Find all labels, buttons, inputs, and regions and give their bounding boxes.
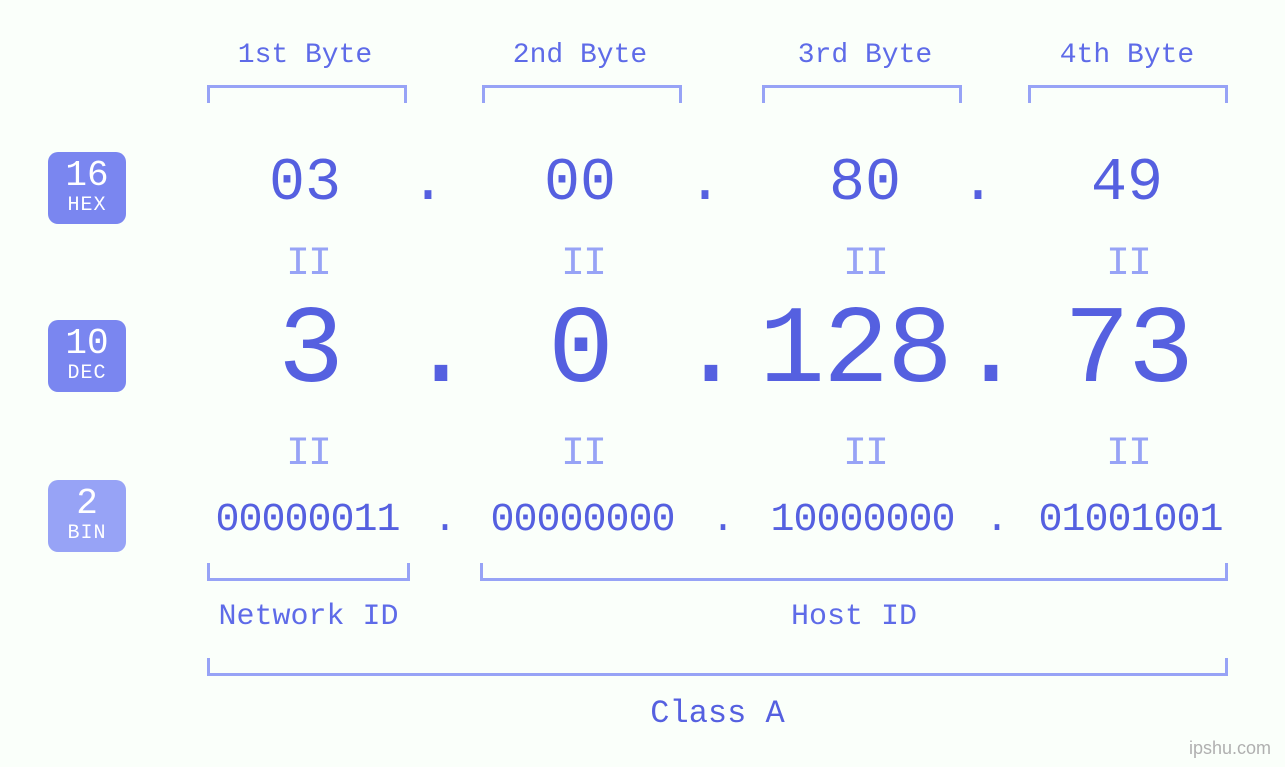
equals-hex-dec-2: II <box>558 242 608 287</box>
bin-base-number: 2 <box>48 486 126 522</box>
class-label: Class A <box>207 695 1228 732</box>
dec-byte-2: 0 <box>480 290 680 415</box>
dec-byte-3: 128 <box>740 290 970 415</box>
equals-dec-bin-2: II <box>558 432 608 477</box>
network-id-bracket <box>207 563 410 581</box>
dec-base-number: 10 <box>48 326 126 362</box>
equals-hex-dec-1: II <box>283 242 333 287</box>
hex-byte-4: 49 <box>1052 150 1202 218</box>
bin-byte-3: 10000000 <box>750 498 975 543</box>
hex-base-badge: 16 HEX <box>48 152 126 224</box>
hex-dot-3: . <box>958 150 998 218</box>
bin-byte-1: 00000011 <box>195 498 420 543</box>
top-bracket-1 <box>207 85 407 103</box>
hex-base-number: 16 <box>48 158 126 194</box>
hex-dot-2: . <box>685 150 725 218</box>
dec-base-label: DEC <box>48 364 126 384</box>
bin-dot-1: . <box>430 498 460 543</box>
byte-header-1: 1st Byte <box>210 40 400 71</box>
hex-byte-2: 00 <box>505 150 655 218</box>
bin-byte-2: 00000000 <box>470 498 695 543</box>
dec-dot-1: . <box>408 290 458 415</box>
top-bracket-3 <box>762 85 962 103</box>
bin-byte-4: 01001001 <box>1018 498 1243 543</box>
dec-dot-3: . <box>958 290 1008 415</box>
dec-byte-4: 73 <box>1028 290 1228 415</box>
hex-byte-3: 80 <box>790 150 940 218</box>
bin-dot-2: . <box>708 498 738 543</box>
bin-base-label: BIN <box>48 524 126 544</box>
class-bracket <box>207 658 1228 676</box>
attribution: ipshu.com <box>1189 738 1271 759</box>
hex-byte-1: 03 <box>230 150 380 218</box>
dec-base-badge: 10 DEC <box>48 320 126 392</box>
hex-dot-1: . <box>408 150 448 218</box>
equals-hex-dec-3: II <box>840 242 890 287</box>
network-id-label: Network ID <box>207 600 410 634</box>
dec-byte-1: 3 <box>210 290 410 415</box>
equals-dec-bin-1: II <box>283 432 333 477</box>
host-id-label: Host ID <box>480 600 1228 634</box>
equals-hex-dec-4: II <box>1103 242 1153 287</box>
top-bracket-2 <box>482 85 682 103</box>
host-id-bracket <box>480 563 1228 581</box>
hex-base-label: HEX <box>48 196 126 216</box>
equals-dec-bin-4: II <box>1103 432 1153 477</box>
byte-header-2: 2nd Byte <box>485 40 675 71</box>
bin-base-badge: 2 BIN <box>48 480 126 552</box>
equals-dec-bin-3: II <box>840 432 890 477</box>
byte-header-4: 4th Byte <box>1032 40 1222 71</box>
bin-dot-3: . <box>982 498 1012 543</box>
top-bracket-4 <box>1028 85 1228 103</box>
byte-header-3: 3rd Byte <box>770 40 960 71</box>
dec-dot-2: . <box>678 290 728 415</box>
